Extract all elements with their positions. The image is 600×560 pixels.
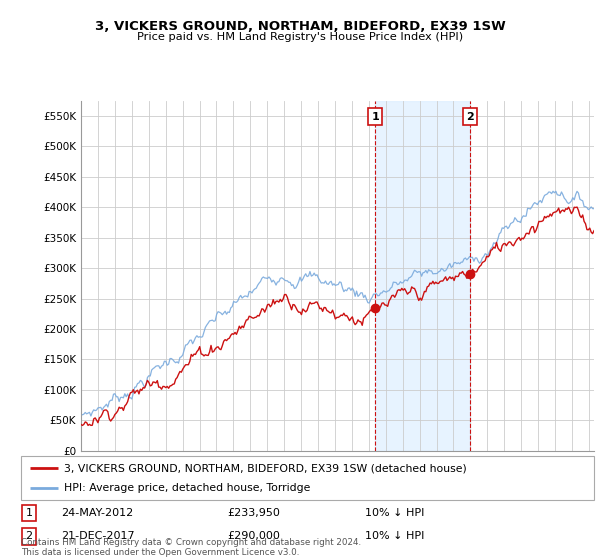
Text: 10% ↓ HPI: 10% ↓ HPI [365,531,424,542]
Text: 24-MAY-2012: 24-MAY-2012 [61,508,133,518]
Text: 3, VICKERS GROUND, NORTHAM, BIDEFORD, EX39 1SW (detached house): 3, VICKERS GROUND, NORTHAM, BIDEFORD, EX… [64,463,467,473]
Text: 1: 1 [371,111,379,122]
Text: 10% ↓ HPI: 10% ↓ HPI [365,508,424,518]
Text: 2: 2 [466,111,474,122]
Bar [376,101,470,451]
Text: £290,000: £290,000 [227,531,280,542]
Text: 2: 2 [26,531,33,542]
Text: HPI: Average price, detached house, Torridge: HPI: Average price, detached house, Torr… [64,483,310,493]
Text: Price paid vs. HM Land Registry's House Price Index (HPI): Price paid vs. HM Land Registry's House … [137,32,463,42]
Text: 1: 1 [26,508,32,518]
Text: 21-DEC-2017: 21-DEC-2017 [61,531,135,542]
Text: 3, VICKERS GROUND, NORTHAM, BIDEFORD, EX39 1SW: 3, VICKERS GROUND, NORTHAM, BIDEFORD, EX… [95,20,505,32]
Text: Contains HM Land Registry data © Crown copyright and database right 2024.
This d: Contains HM Land Registry data © Crown c… [21,538,361,557]
Text: £233,950: £233,950 [227,508,280,518]
